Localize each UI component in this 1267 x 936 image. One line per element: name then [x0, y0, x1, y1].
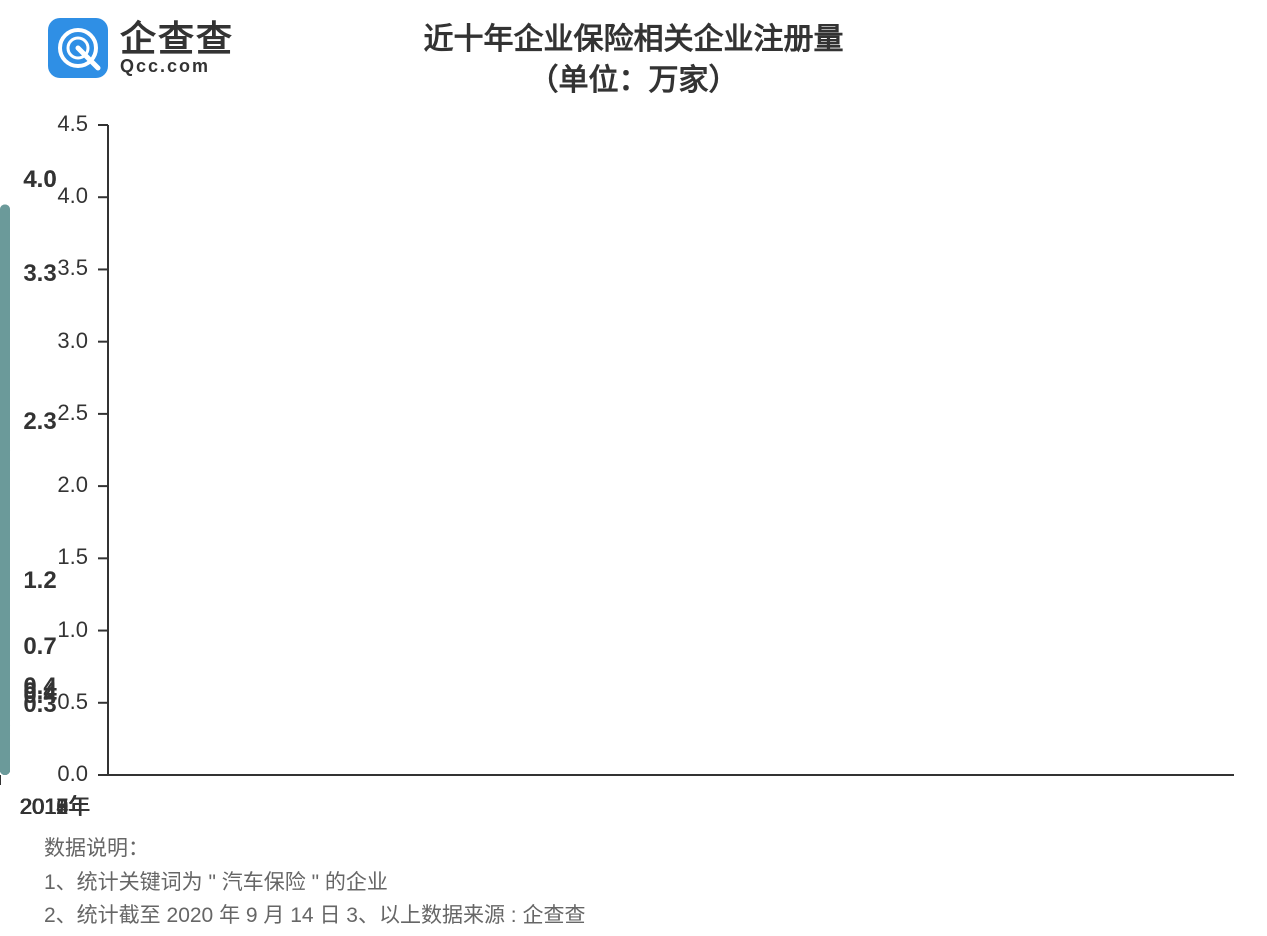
bar-value-label: 0.7: [0, 633, 80, 661]
data-notes: 数据说明： 1、统计关键词为 " 汽车保险 " 的企业 2、统计截至 2020 …: [44, 832, 585, 933]
bar-value-label: 3.3: [0, 260, 80, 288]
footer-heading: 数据说明：: [44, 832, 585, 866]
chart-container: 企查查 Qcc.com 近十年企业保险相关企业注册量 （单位：万家） 数据说明：…: [0, 0, 1267, 936]
footer-line1: 1、统计关键词为 " 汽车保险 " 的企业: [44, 866, 585, 900]
bar-area-chart: [0, 0, 1267, 936]
bar-value-label: 1.2: [0, 567, 80, 595]
bar-value-label: 4.0: [0, 166, 80, 194]
x-tick-label: 2019年: [0, 789, 110, 821]
y-tick-label: 3.0: [38, 328, 88, 354]
bar-value-label: 0.4: [0, 678, 80, 706]
bar-value-label: 2.3: [0, 408, 80, 436]
y-tick-label: 0.0: [38, 761, 88, 787]
y-tick-label: 2.0: [38, 472, 88, 498]
y-tick-label: 4.5: [38, 111, 88, 137]
footer-line2: 2、统计截至 2020 年 9 月 14 日 3、以上数据来源 : 企查查: [44, 899, 585, 933]
